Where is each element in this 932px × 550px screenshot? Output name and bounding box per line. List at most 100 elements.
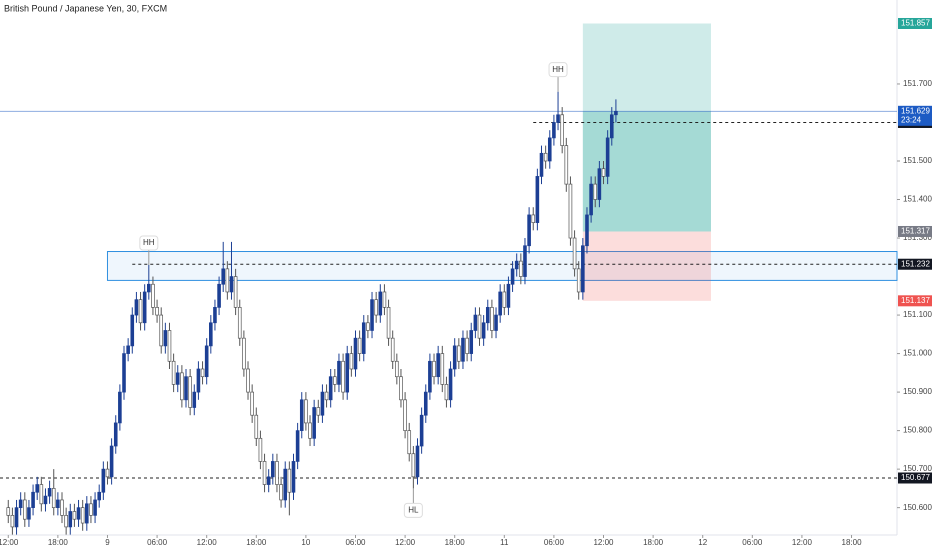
candle-body [341,360,345,393]
candle-body [10,515,15,528]
candle-body [163,330,168,347]
candle-body [535,176,540,223]
candle-body [357,337,362,354]
candle-body [23,499,27,520]
candle-body [254,414,259,439]
candle-body [262,461,267,485]
candle-body [581,245,585,293]
candle-body [89,503,93,516]
candle-body [436,353,440,378]
candle-body [440,353,445,385]
candle-body [39,484,44,505]
annotation-box [139,235,159,251]
x-tick-label: 12:00 [395,538,416,547]
candle-body [14,507,19,528]
candle-body [126,345,130,354]
candle-body [576,268,581,293]
candle-body [349,353,354,370]
candle-body [56,499,60,509]
candle-body [68,511,73,528]
candle-body [432,360,436,378]
candle-body [80,507,85,524]
candle-body [543,152,548,162]
candle-body [407,430,412,455]
candle-body [560,114,564,146]
price-badge-label: 151.857 [901,19,930,28]
candle-body [353,337,358,370]
candle-body [105,468,110,478]
x-tick-label: 06:00 [345,538,366,547]
candle-body [43,495,48,505]
candle-body [93,499,97,516]
candle-body [494,314,498,331]
candle-body [304,399,308,424]
candle-body [316,407,321,416]
plot-area: 151.700 151.500 151.400 151.300 151.100 151.0… [0,17,932,547]
y-tick-label: 150.900 [903,387,932,396]
candle-body [175,372,180,385]
price-badge-label: 151.629 [901,106,930,115]
x-tick-label: 10 [301,538,310,547]
x-tick-label: 12:00 [197,538,218,547]
price-badge-label: 151.137 [901,296,930,305]
candle-body [6,507,11,516]
x-tick-label: 12:00 [792,538,813,547]
candle-body [217,283,221,308]
candle-body [291,461,296,493]
annotation-box [403,502,423,518]
candle-body [403,399,407,431]
candle-body [85,503,89,524]
candle-body [490,307,494,331]
stop-area [582,231,711,301]
candle-body [506,283,511,308]
candle-body [519,260,523,277]
candle-body [188,376,192,408]
candle-body [593,183,598,200]
candle-body [221,268,226,285]
candle-body [72,511,77,520]
candle-body [444,384,449,401]
candle-body [204,345,209,378]
candle-body [585,214,589,247]
candle-body [415,445,420,478]
candle-body [320,391,325,416]
x-tick-label: 9 [105,538,110,547]
candle-body [196,368,201,393]
x-tick-label: 18:00 [842,538,863,547]
candle-body [502,291,507,308]
candle-body [138,299,143,324]
annotation-box [548,62,568,78]
candle-body [589,183,593,216]
candle-body [76,507,81,520]
candle-body [411,453,416,478]
candle-body [382,291,387,308]
candle-body [337,360,341,385]
candle-body [192,391,197,408]
candle-body [552,122,556,139]
x-tick-label: 12:00 [0,538,19,547]
candle-body [428,360,432,393]
annotation-label: HH [552,65,564,74]
candle-body [448,368,453,401]
candle-body [457,345,461,362]
x-tick-label: 06:00 [544,538,565,547]
x-tick-label: 06:00 [742,538,763,547]
candle-body [345,353,350,393]
candle-body [531,214,536,223]
y-tick-label: 151.100 [903,310,932,319]
annotation-label: HH [143,238,155,247]
candle-body [60,499,64,516]
candle-body [171,360,176,385]
candle-body [328,376,333,401]
candle-body [275,461,279,485]
candle-body [312,407,316,439]
x-tick-label: 18:00 [643,538,664,547]
candle-body [374,299,378,316]
x-tick-label: 12 [698,538,707,547]
candle-body [609,114,614,139]
candle-body [473,314,478,331]
candle-body [465,337,469,354]
candle-body [122,353,126,393]
candle-body [51,488,56,509]
